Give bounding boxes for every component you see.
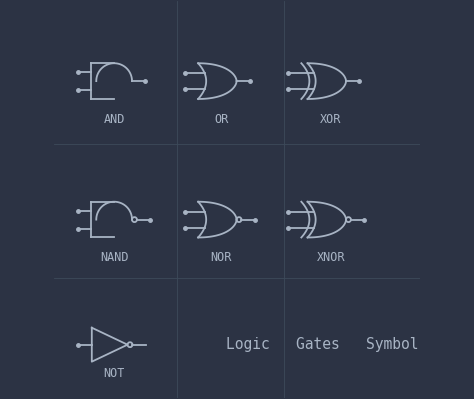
Text: NOT: NOT [103,367,125,380]
Text: XNOR: XNOR [317,251,345,264]
Text: OR: OR [214,113,228,126]
Text: XOR: XOR [320,113,341,126]
Text: AND: AND [103,113,125,126]
Text: NAND: NAND [100,251,128,264]
Text: NOR: NOR [210,251,232,264]
Text: Logic   Gates   Symbol: Logic Gates Symbol [226,337,418,352]
